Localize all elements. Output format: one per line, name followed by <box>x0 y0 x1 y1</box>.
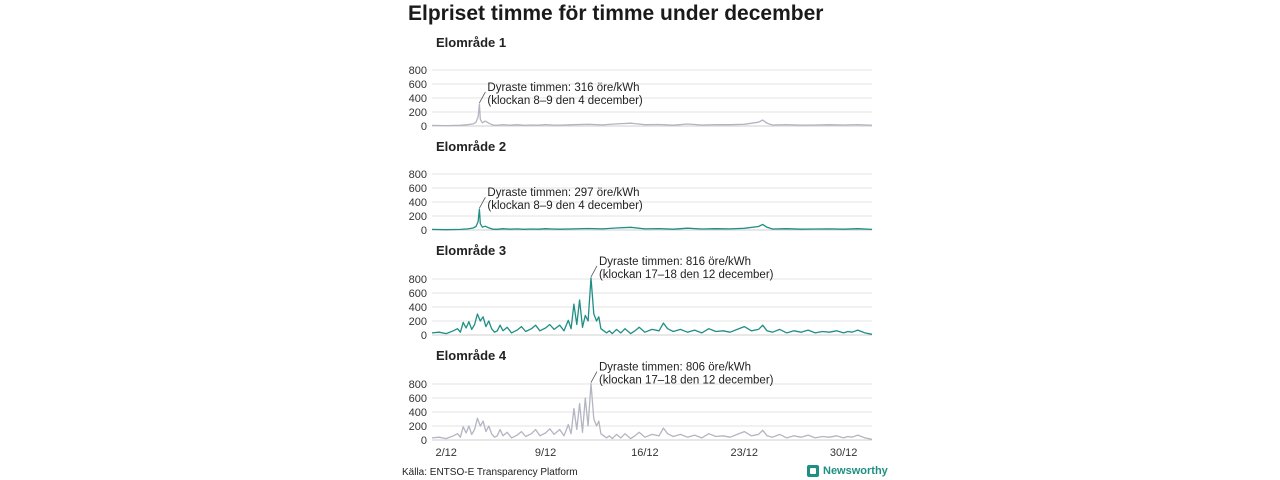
annotation-text-line1: Dyraste timmen: 316 öre/kWh <box>487 82 639 94</box>
annotation-text-line2: (klockan 17–18 den 12 december) <box>599 269 774 281</box>
y-tick-label: 800 <box>409 169 427 181</box>
chart-title: Elpriset timme för timme under december <box>408 2 824 25</box>
series-line <box>431 277 873 335</box>
y-tick-label: 0 <box>421 435 427 447</box>
annotation-pointer <box>479 91 486 104</box>
y-tick-label: 800 <box>409 65 427 77</box>
x-tick-label: 9/12 <box>535 447 556 459</box>
x-tick-label: 16/12 <box>631 447 659 459</box>
y-tick-label: 200 <box>409 316 427 328</box>
brand-name: Newsworthy <box>823 465 888 477</box>
y-tick-label: 200 <box>409 107 427 119</box>
annotation-text-line1: Dyraste timmen: 806 öre/kWh <box>599 362 751 374</box>
panel-title-elomrade-2: Elområde 2 <box>436 139 507 154</box>
y-tick-label: 600 <box>409 393 427 405</box>
y-tick-label: 400 <box>409 407 427 419</box>
annotation-pointer <box>590 265 598 278</box>
annotation-pointer <box>479 197 486 209</box>
y-tick-label: 800 <box>409 274 427 286</box>
series-line <box>431 382 873 440</box>
series-line <box>431 208 873 231</box>
y-tick-label: 600 <box>409 79 427 91</box>
panel-title-elomrade-4: Elområde 4 <box>436 348 507 363</box>
y-tick-label: 400 <box>409 197 427 209</box>
x-tick-label: 30/12 <box>830 447 858 459</box>
annotation-text-line2: (klockan 17–18 den 12 december) <box>599 375 774 387</box>
y-tick-label: 600 <box>409 288 427 300</box>
annotation-text-line1: Dyraste timmen: 816 öre/kWh <box>599 256 751 268</box>
series-line <box>431 103 873 127</box>
y-tick-label: 400 <box>409 93 427 105</box>
y-tick-label: 0 <box>421 330 427 342</box>
x-tick-label: 2/12 <box>435 447 456 459</box>
source-note: Källa: ENTSO-E Transparency Platform <box>402 467 578 478</box>
y-tick-label: 200 <box>409 211 427 223</box>
panel-title-elomrade-1: Elområde 1 <box>436 35 507 50</box>
y-tick-label: 600 <box>409 183 427 195</box>
annotation-text-line1: Dyraste timmen: 297 öre/kWh <box>487 187 639 199</box>
newsworthy-logo-icon <box>807 465 819 477</box>
brand-logo[interactable]: Newsworthy <box>807 465 888 477</box>
y-tick-label: 0 <box>421 121 427 133</box>
panel-title-elomrade-3: Elområde 3 <box>436 243 507 258</box>
annotation-text-line2: (klockan 8–9 den 4 december) <box>487 95 643 107</box>
annotation-pointer <box>590 371 598 383</box>
annotation-text-line2: (klockan 8–9 den 4 december) <box>487 200 643 212</box>
y-tick-label: 800 <box>409 379 427 391</box>
x-tick-label: 23/12 <box>730 447 758 459</box>
y-tick-label: 200 <box>409 421 427 433</box>
y-tick-label: 400 <box>409 302 427 314</box>
y-tick-label: 0 <box>421 225 427 237</box>
